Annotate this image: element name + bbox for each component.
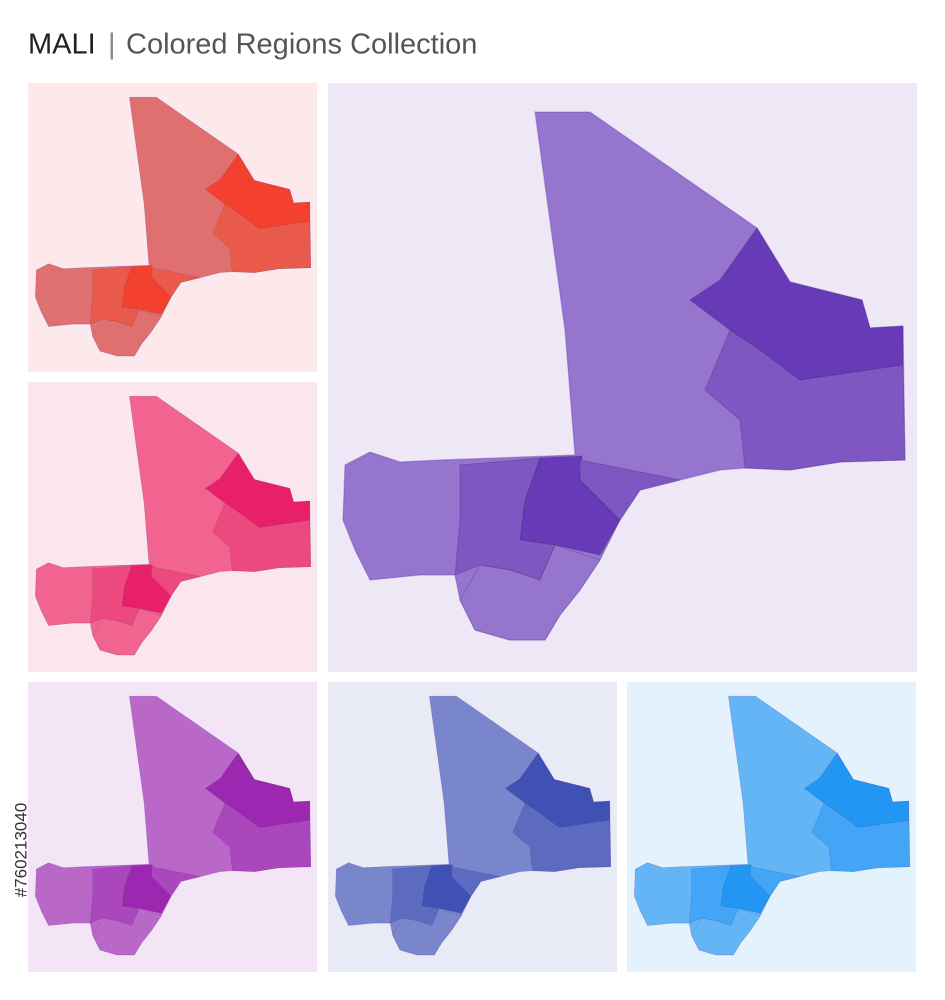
map-panel-violet (28, 682, 317, 972)
title: MALI (28, 29, 96, 61)
separator: | (108, 29, 116, 61)
stock-id: #760213040 (11, 803, 30, 898)
map-panel-blue (627, 682, 916, 972)
map-panel-pink (28, 382, 317, 672)
map-panel-indigo (328, 682, 617, 972)
map-panel-purple (328, 83, 917, 672)
subtitle: Colored Regions Collection (126, 29, 477, 61)
map-panel-red (28, 83, 317, 372)
